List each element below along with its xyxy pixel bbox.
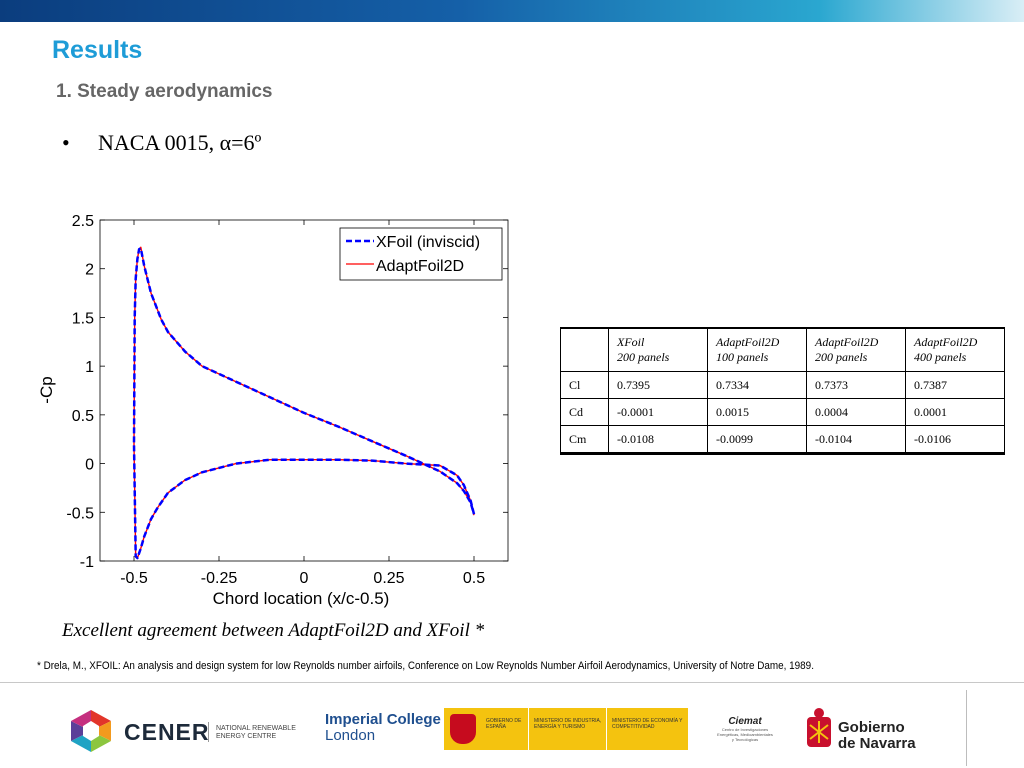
y-tick-label: 2 xyxy=(85,262,94,279)
table-cell: -0.0106 xyxy=(905,425,1005,454)
legend-label-xfoil: XFoil (inviscid) xyxy=(376,234,480,251)
results-table: XFoil 200 panels AdaptFoil2D 100 panels Ad… xyxy=(560,327,1005,455)
navarra-logo xyxy=(804,707,834,758)
table-cell: -0.0001 xyxy=(608,398,708,426)
gov-divider xyxy=(528,708,529,750)
table-cell: 0.0001 xyxy=(905,398,1005,426)
navarra-line1: Gobierno xyxy=(838,719,905,736)
x-tick-label: -0.5 xyxy=(120,570,148,587)
legend-label-adaptfoil: AdaptFoil2D xyxy=(376,258,464,275)
y-tick-label: 1 xyxy=(85,359,94,376)
x-tick-label: 0 xyxy=(300,570,309,587)
cp-chart: -0.5 -0.25 0 0.25 0.5 -1 -0.5 0 0.5 1 1.5 2 2.5 Chor… xyxy=(37,213,509,608)
table-header-cell: XFoil 200 panels xyxy=(608,327,708,372)
navarra-text: Gobierno de Navarra xyxy=(838,720,916,752)
table-header-cell xyxy=(560,327,609,372)
bullet-item: • NACA 0015, α=6º xyxy=(62,130,261,156)
y-axis-label: -Cp xyxy=(37,376,56,403)
table-cell: 0.7334 xyxy=(707,371,807,399)
y-tick-label: 0.5 xyxy=(72,408,94,425)
table-cell: -0.0099 xyxy=(707,425,807,454)
spain-coat-of-arms-icon xyxy=(450,714,476,744)
logo-divider xyxy=(208,722,209,742)
imperial-line1: Imperial College xyxy=(325,711,441,728)
table-cell: Cl xyxy=(560,371,609,399)
imperial-logo: Imperial College London xyxy=(325,712,441,744)
navarra-line2: de Navarra xyxy=(838,735,916,752)
footer-vertical-divider xyxy=(966,690,967,766)
y-tick-label: 1.5 xyxy=(72,310,94,327)
table-header-cell: AdaptFoil2D 200 panels xyxy=(806,327,906,372)
gobierno-espana-text: GOBIERNO DE ESPAÑA xyxy=(486,718,522,730)
caption: Excellent agreement between AdaptFoil2D … xyxy=(62,620,485,641)
y-tick-label: -1 xyxy=(80,554,94,571)
bullet-text: NACA 0015, α=6º xyxy=(98,130,262,155)
cener-text: CENER xyxy=(124,719,210,745)
table-header-cell: AdaptFoil2D 400 panels xyxy=(905,327,1005,372)
series-line-xfoil xyxy=(132,247,476,560)
bullet-dot: • xyxy=(62,130,70,155)
legend: XFoil (inviscid) AdaptFoil2D xyxy=(339,227,503,281)
table-cell: Cm xyxy=(560,425,609,454)
table-cell: 0.7395 xyxy=(608,371,708,399)
x-tick-label: 0.5 xyxy=(463,570,485,587)
top-banner xyxy=(0,0,1024,22)
table-cell: 0.0004 xyxy=(806,398,906,426)
cener-logo xyxy=(66,708,116,759)
x-axis-label: Chord location (x/c-0.5) xyxy=(213,589,390,608)
table-header-cell: AdaptFoil2D 100 panels xyxy=(707,327,807,372)
x-tick-label: -0.25 xyxy=(201,570,238,587)
slide-title: Results xyxy=(52,36,143,64)
ciemat-text: Ciemat xyxy=(728,716,762,727)
table-cell: -0.0104 xyxy=(806,425,906,454)
nrec-line2: ENERGY CENTRE xyxy=(216,733,277,740)
ciemat-subtext: Centro de Investigaciones Energéticas, M… xyxy=(717,727,773,742)
ciemat-logo: Ciemat Centro de Investigaciones Energét… xyxy=(716,716,774,742)
table-cell: 0.0015 xyxy=(707,398,807,426)
x-tick-label: 0.25 xyxy=(373,570,404,587)
legend-box xyxy=(339,227,503,281)
table-cell: 0.7387 xyxy=(905,371,1005,399)
ministerio-industria-text: MINISTERIO DE INDUSTRIA, ENERGÍA Y TURIS… xyxy=(534,718,602,730)
nrec-logo: NATIONAL RENEWABLE ENERGY CENTRE xyxy=(216,725,296,741)
ministerio-economia-text: MINISTERIO DE ECONOMÍA Y COMPETITIVIDAD xyxy=(612,718,683,730)
y-tick-label: 2.5 xyxy=(72,213,94,230)
spain-government-logo: GOBIERNO DE ESPAÑA MINISTERIO DE INDUSTR… xyxy=(444,708,688,750)
table-header-row: XFoil 200 panels AdaptFoil2D 100 panels Ad… xyxy=(560,327,1005,372)
slide-subtitle: 1. Steady aerodynamics xyxy=(56,81,273,102)
table-cell: -0.0108 xyxy=(608,425,708,454)
table-cell: 0.7373 xyxy=(806,371,906,399)
footer-divider xyxy=(0,682,1024,683)
imperial-line2: London xyxy=(325,727,376,744)
y-tick-label: -0.5 xyxy=(66,505,94,522)
cener-hexagon-icon xyxy=(71,710,111,752)
nrec-line1: NATIONAL RENEWABLE xyxy=(216,725,296,732)
table-row: Cm -0.0108 -0.0099 -0.0104 -0.0106 xyxy=(560,425,1005,454)
table-row: Cd -0.0001 0.0015 0.0004 0.0001 xyxy=(560,398,1005,426)
y-tick-label: 0 xyxy=(85,457,94,474)
table-row: Cl 0.7395 0.7334 0.7373 0.7387 xyxy=(560,371,1005,399)
navarra-coat-of-arms-icon xyxy=(807,708,831,747)
gov-divider xyxy=(606,708,607,750)
table-cell: Cd xyxy=(560,398,609,426)
footnote: * Drela, M., XFOIL: An analysis and desi… xyxy=(37,660,814,672)
